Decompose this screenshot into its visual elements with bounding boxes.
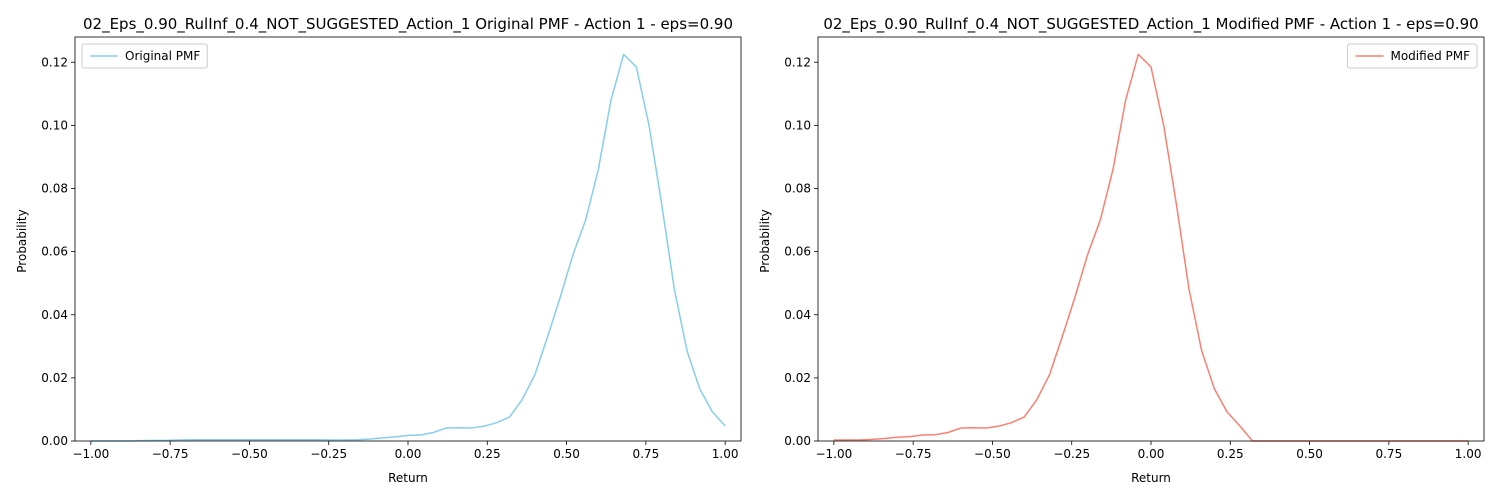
x-axis-label: Return (388, 471, 428, 485)
x-tick-label: 1.00 (712, 447, 739, 461)
y-tick-label: 0.02 (41, 371, 68, 385)
x-tick-label: 0.25 (474, 447, 501, 461)
y-tick-label: 0.06 (41, 245, 68, 259)
y-axis-label: Probability (15, 209, 29, 272)
x-tick-label: 0.00 (395, 447, 422, 461)
y-tick-label: 0.10 (784, 118, 811, 132)
original-pmf-panel: 02_Eps_0.90_RulInf_0.4_NOT_SUGGESTED_Act… (15, 15, 742, 485)
x-tick-label: −0.50 (231, 447, 268, 461)
chart-title: 02_Eps_0.90_RulInf_0.4_NOT_SUGGESTED_Act… (823, 15, 1478, 34)
legend-label-modified-pmf: Modified PMF (1390, 49, 1470, 63)
y-tick-label: 0.12 (784, 55, 811, 69)
plot-frame (74, 36, 742, 442)
y-tick-label: 0.02 (784, 371, 811, 385)
y-tick-label: 0.04 (41, 308, 68, 322)
x-tick-label: −0.50 (974, 447, 1011, 461)
modified-pmf-panel: 02_Eps_0.90_RulInf_0.4_NOT_SUGGESTED_Act… (758, 15, 1485, 485)
series-line-modified-pmf (833, 53, 1469, 442)
x-tick-label: −0.75 (895, 447, 932, 461)
x-tick-label: 1.00 (1455, 447, 1482, 461)
y-tick-label: 0.08 (784, 182, 811, 196)
x-tick-label: −0.75 (152, 447, 189, 461)
y-tick-label: 0.10 (41, 118, 68, 132)
x-tick-label: −0.25 (310, 447, 347, 461)
x-tick-label: 0.75 (1375, 447, 1402, 461)
legend-label-original-pmf: Original PMF (125, 49, 200, 63)
y-tick-label: 0.08 (41, 182, 68, 196)
x-tick-label: −1.00 (815, 447, 852, 461)
ticks: −1.00 −0.75 −0.50 −0.25 0.00 0.25 0.50 0.75 1.00… (41, 55, 738, 461)
x-tick-label: 0.50 (1296, 447, 1323, 461)
legend-box (81, 43, 208, 69)
y-tick-label: 0.04 (784, 308, 811, 322)
y-tick-label: 0.00 (784, 434, 811, 448)
x-tick-label: −0.25 (1053, 447, 1090, 461)
chart-title: 02_Eps_0.90_RulInf_0.4_NOT_SUGGESTED_Act… (83, 15, 733, 34)
legend: Modified PMF (1346, 43, 1478, 69)
series-line-original-pmf (90, 53, 726, 442)
legend: Original PMF (81, 43, 208, 69)
x-tick-label: 0.25 (1217, 447, 1244, 461)
x-tick-label: 0.00 (1138, 447, 1165, 461)
x-tick-label: −1.00 (72, 447, 109, 461)
y-tick-label: 0.00 (41, 434, 68, 448)
ticks: −1.00 −0.75 −0.50 −0.25 0.00 0.25 0.50 0.75 1.00… (784, 55, 1481, 461)
y-tick-label: 0.12 (41, 55, 68, 69)
legend-box (1346, 43, 1478, 69)
x-tick-label: 0.50 (553, 447, 580, 461)
y-axis-label: Probability (758, 209, 772, 272)
x-tick-label: 0.75 (632, 447, 659, 461)
y-tick-label: 0.06 (784, 245, 811, 259)
plot-frame (817, 36, 1485, 442)
x-axis-label: Return (1131, 471, 1171, 485)
